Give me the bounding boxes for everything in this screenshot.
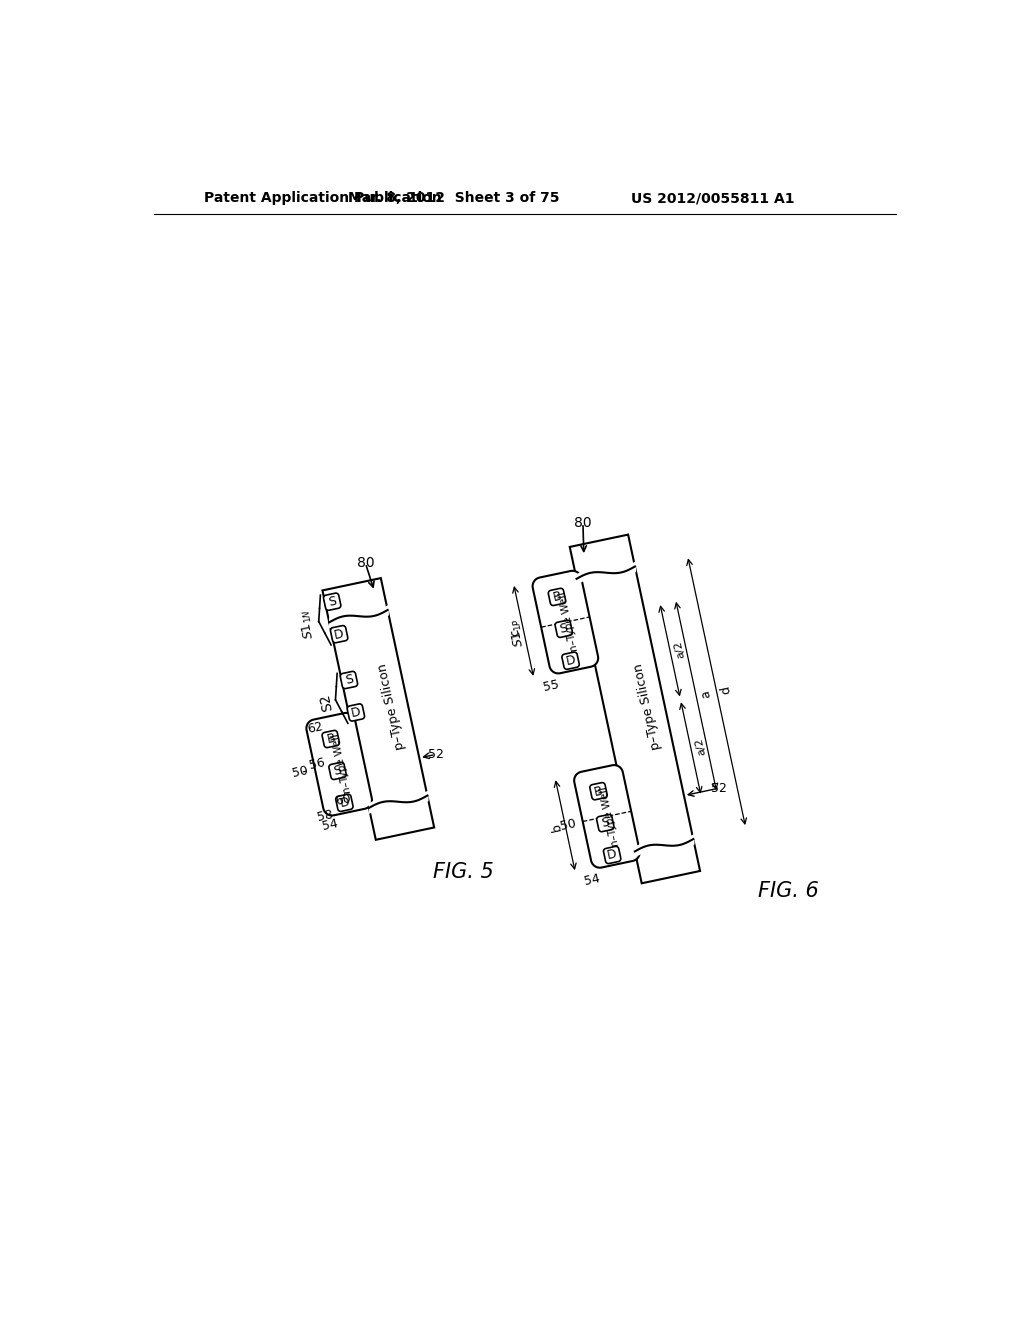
Text: B: B: [593, 784, 604, 799]
Text: S: S: [327, 594, 338, 609]
Polygon shape: [574, 766, 640, 867]
Text: $S1_{1P}$: $S1_{1P}$: [508, 616, 528, 648]
Polygon shape: [323, 578, 434, 840]
Text: B: B: [326, 731, 336, 746]
Text: D: D: [564, 653, 577, 668]
Text: S: S: [333, 764, 343, 777]
Text: D: D: [333, 627, 345, 642]
Polygon shape: [562, 652, 580, 669]
Text: n–Type Well: n–Type Well: [331, 733, 353, 795]
Text: US 2012/0055811 A1: US 2012/0055811 A1: [631, 191, 795, 206]
Text: 60: 60: [334, 792, 352, 808]
Text: 55: 55: [542, 678, 560, 694]
Text: S: S: [344, 673, 354, 688]
Polygon shape: [331, 626, 348, 643]
Text: 58: 58: [315, 808, 334, 824]
Polygon shape: [569, 535, 700, 883]
Polygon shape: [597, 814, 614, 832]
Polygon shape: [555, 620, 572, 638]
Text: a/2: a/2: [693, 737, 707, 755]
Text: Patent Application Publication: Patent Application Publication: [204, 191, 441, 206]
Text: D: D: [338, 796, 350, 810]
Text: 52: 52: [711, 781, 727, 795]
Text: S: S: [558, 622, 569, 636]
Text: d: d: [719, 685, 733, 696]
Text: b: b: [549, 822, 563, 832]
Polygon shape: [590, 783, 607, 800]
Text: 54: 54: [583, 873, 601, 888]
Text: c: c: [508, 628, 522, 638]
Polygon shape: [548, 589, 565, 606]
Text: FIG. 5: FIG. 5: [433, 862, 494, 882]
Text: n–Type Well: n–Type Well: [599, 785, 622, 846]
Text: FIG. 6: FIG. 6: [758, 880, 818, 900]
Text: S2: S2: [317, 692, 335, 711]
Text: a: a: [698, 689, 713, 700]
Text: n–Type Well: n–Type Well: [557, 590, 580, 652]
Text: B: B: [551, 590, 562, 605]
Polygon shape: [603, 846, 621, 863]
Polygon shape: [329, 763, 346, 780]
Text: 80: 80: [574, 516, 592, 529]
Text: 80: 80: [356, 556, 374, 570]
Polygon shape: [323, 730, 339, 747]
Polygon shape: [306, 713, 372, 816]
Text: S: S: [600, 816, 610, 830]
Text: 50: 50: [559, 817, 578, 833]
Polygon shape: [336, 795, 353, 812]
Text: a/2: a/2: [673, 639, 686, 659]
Polygon shape: [532, 570, 598, 673]
Text: $S1_{1N}$: $S1_{1N}$: [297, 607, 317, 640]
Text: 62: 62: [306, 721, 325, 737]
Polygon shape: [324, 593, 341, 610]
Text: p–Type Silicon: p–Type Silicon: [376, 661, 407, 751]
Text: 54: 54: [321, 817, 339, 833]
Text: 56: 56: [308, 756, 326, 772]
Text: 50: 50: [291, 764, 309, 780]
Text: 52: 52: [428, 748, 443, 760]
Polygon shape: [340, 672, 357, 689]
Polygon shape: [347, 704, 365, 721]
Text: Mar. 8, 2012  Sheet 3 of 75: Mar. 8, 2012 Sheet 3 of 75: [348, 191, 560, 206]
Text: D: D: [350, 705, 361, 719]
Text: p–Type Silicon: p–Type Silicon: [632, 661, 664, 751]
Text: D: D: [606, 847, 618, 862]
